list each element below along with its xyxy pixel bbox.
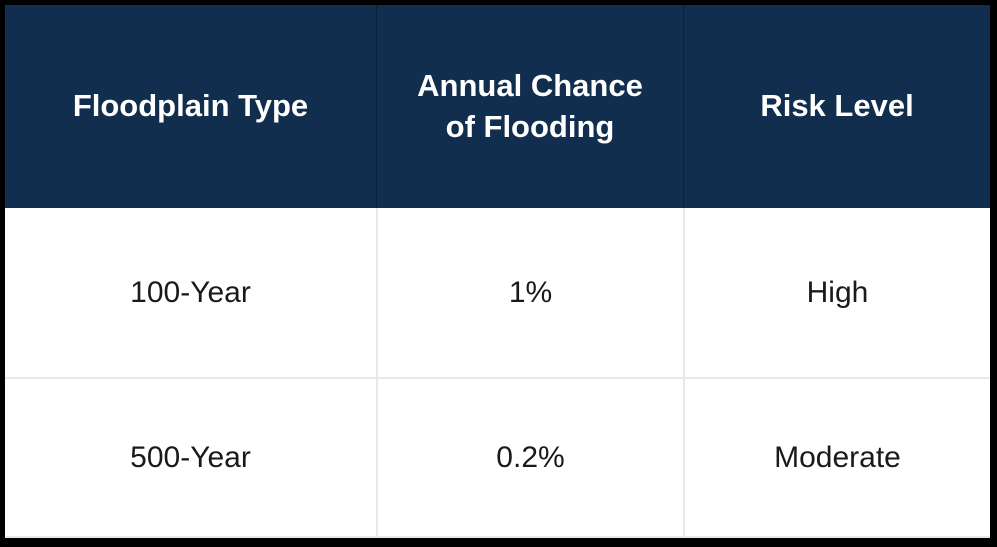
cell-annual-chance-500-year: 0.2% — [376, 377, 683, 538]
cell-risk-level-100-year: High — [683, 208, 990, 377]
cell-floodplain-type-100-year: 100-Year — [5, 208, 376, 377]
floodplain-risk-table: Floodplain Type Annual Chance of Floodin… — [5, 5, 990, 538]
cell-floodplain-type-500-year: 500-Year — [5, 377, 376, 538]
cell-risk-level-500-year: Moderate — [683, 377, 990, 538]
column-header-risk-level: Risk Level — [683, 5, 990, 208]
column-header-annual-chance-of-flooding: Annual Chance of Flooding — [376, 5, 683, 208]
cell-annual-chance-100-year: 1% — [376, 208, 683, 377]
column-header-floodplain-type: Floodplain Type — [5, 5, 376, 208]
